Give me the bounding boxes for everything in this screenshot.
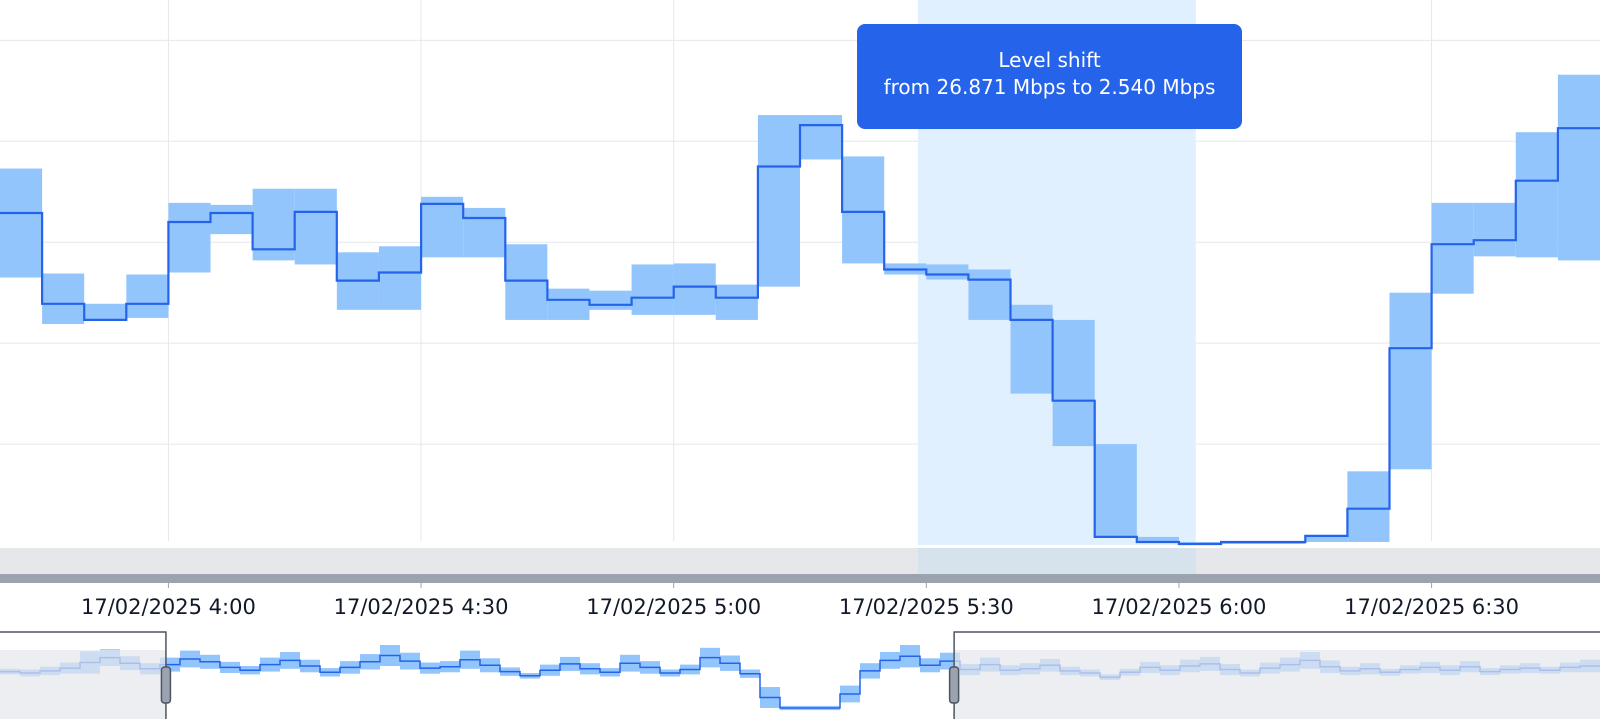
band-rect bbox=[1010, 304, 1053, 394]
band-rect bbox=[1094, 444, 1137, 537]
band-rect bbox=[168, 202, 211, 273]
band-rect bbox=[1431, 202, 1474, 294]
band-rect bbox=[42, 273, 85, 324]
band-rect bbox=[673, 263, 716, 315]
band-rect bbox=[757, 115, 800, 287]
band-rect bbox=[1136, 536, 1179, 542]
x-axis-ticks: 17/02/2025 4:00 17/02/2025 4:30 17/02/2025… bbox=[81, 583, 1519, 619]
band-rect bbox=[1557, 74, 1600, 261]
annotation-text: from 26.871 Mbps to 2.540 Mbps bbox=[883, 75, 1216, 99]
x-tick-label: 17/02/2025 5:00 bbox=[586, 595, 761, 619]
band-rect bbox=[210, 204, 253, 235]
band-rect bbox=[715, 284, 758, 320]
band-rect bbox=[294, 188, 337, 265]
band-rect bbox=[1347, 471, 1390, 542]
series-lines bbox=[0, 124, 1600, 546]
band-rect bbox=[1515, 132, 1558, 258]
annotation-title: Level shift bbox=[998, 48, 1101, 72]
series-line bbox=[0, 124, 1600, 546]
x-tick-label: 17/02/2025 6:00 bbox=[1092, 595, 1267, 619]
band-rect bbox=[84, 303, 127, 320]
band-rect bbox=[926, 264, 969, 280]
scrollbar-highlight bbox=[917, 548, 1196, 574]
band-rect bbox=[378, 246, 422, 310]
band-rect bbox=[547, 288, 590, 320]
nav-handle-right[interactable] bbox=[948, 666, 960, 704]
band-rect bbox=[421, 196, 464, 258]
scrollbar[interactable] bbox=[0, 548, 1600, 583]
x-tick-label: 17/02/2025 6:30 bbox=[1344, 595, 1519, 619]
band-rect bbox=[1389, 292, 1432, 470]
band-rect bbox=[126, 274, 169, 318]
band-rect bbox=[968, 269, 1011, 320]
band-rect bbox=[631, 264, 674, 315]
nav-handle-left[interactable] bbox=[160, 666, 172, 704]
band-rect bbox=[505, 244, 548, 320]
x-tick-label: 17/02/2025 4:30 bbox=[334, 595, 509, 619]
x-tick-label: 17/02/2025 5:30 bbox=[839, 595, 1014, 619]
annotation-tooltip: Level shift from 26.871 Mbps to 2.540 Mb… bbox=[857, 24, 1242, 129]
band-rect bbox=[0, 168, 43, 278]
band-rect bbox=[1052, 319, 1095, 447]
scrollbar-track bbox=[0, 548, 1600, 574]
navigator[interactable] bbox=[0, 631, 1600, 719]
band-rect bbox=[800, 115, 843, 160]
nav-mask-right bbox=[954, 650, 1600, 719]
scrollbar-thumb bbox=[0, 574, 1600, 583]
band-rect bbox=[1305, 535, 1348, 542]
x-tick-label: 17/02/2025 4:00 bbox=[81, 595, 256, 619]
band-rect bbox=[842, 156, 885, 264]
band-rect bbox=[463, 207, 506, 258]
band-rect bbox=[1473, 202, 1516, 257]
nav-mask-left bbox=[0, 650, 166, 719]
band-rect bbox=[589, 290, 632, 310]
